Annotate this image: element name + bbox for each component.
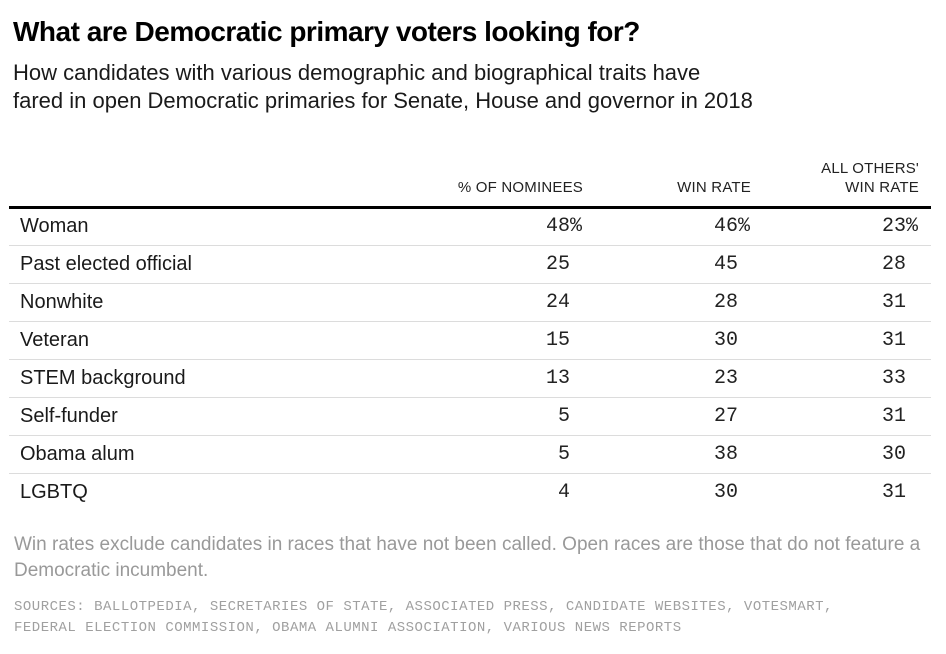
- header-row: % OF NOMINEES WIN RATE ALL OTHERS' WIN R…: [9, 115, 931, 209]
- sources-line: SOURCES: BALLOTPEDIA, SECRETARIES OF STA…: [14, 599, 833, 636]
- row-label: Self-funder: [20, 404, 118, 427]
- table-row-nonwhite: Nonwhite 24 28 31: [9, 283, 931, 321]
- page-subtitle: How candidates with various demographic …: [13, 60, 753, 113]
- win-rate-cell: 30: [595, 473, 763, 511]
- cell-value: 31: [881, 328, 906, 352]
- win-rate-cell: 30: [595, 321, 763, 359]
- page-title: What are Democratic primary voters looki…: [13, 16, 640, 47]
- win-rate-cell: 46%: [595, 207, 763, 245]
- row-label: Veteran: [20, 328, 89, 351]
- row-label: Nonwhite: [20, 290, 104, 313]
- cell-value: 25: [545, 252, 570, 276]
- win-rate-cell: 27: [595, 397, 763, 435]
- cell-value: 31: [881, 480, 906, 504]
- row-label: Woman: [20, 215, 89, 237]
- all-others-win-rate-cell: 28: [763, 245, 931, 283]
- cell-value: 46: [713, 215, 738, 238]
- table-row-obama-alum: Obama alum 5 38 30: [9, 435, 931, 473]
- percent-sign: %: [570, 215, 583, 238]
- win-rate-cell: 45: [595, 245, 763, 283]
- cell-value: 4: [557, 480, 570, 504]
- row-label: LGBTQ: [20, 480, 88, 503]
- pct-of-nominees-cell: 15: [427, 321, 595, 359]
- win-rate-cell: 38: [595, 435, 763, 473]
- col-header-empty: [9, 115, 427, 209]
- table-row-self-funder: Self-funder 5 27 31: [9, 397, 931, 435]
- col-header-all-others-win-rate-label: ALL OTHERS' WIN RATE: [821, 159, 919, 196]
- row-label: STEM background: [20, 366, 186, 389]
- table-row-woman: Woman 48% 46% 23%: [9, 207, 931, 245]
- col-header-pct-of-nominees: % OF NOMINEES: [427, 115, 595, 209]
- cell-value: 23: [881, 215, 906, 238]
- cell-value: 31: [881, 404, 906, 428]
- cell-value: 28: [881, 252, 906, 276]
- cell-value: 23: [713, 366, 738, 390]
- col-header-win-rate-label: WIN RATE: [677, 178, 751, 196]
- footnote: Win rates exclude candidates in races th…: [14, 534, 921, 581]
- col-header-all-others-win-rate: ALL OTHERS' WIN RATE: [763, 115, 931, 209]
- cell-value: 15: [545, 328, 570, 352]
- win-rate-cell: 23: [595, 359, 763, 397]
- cell-value: 5: [557, 404, 570, 428]
- pct-of-nominees-cell: 13: [427, 359, 595, 397]
- chart-container: What are Democratic primary voters looki…: [9, 16, 931, 636]
- table-body: Woman 48% 46% 23% Past elected official …: [9, 207, 931, 511]
- cell-value: 13: [545, 366, 570, 390]
- all-others-win-rate-cell: 31: [763, 321, 931, 359]
- all-others-win-rate-cell: 33: [763, 359, 931, 397]
- pct-of-nominees-cell: 24: [427, 283, 595, 321]
- table-row-stem-background: STEM background 13 23 33: [9, 359, 931, 397]
- percent-sign: %: [906, 215, 919, 238]
- cell-value: 45: [713, 252, 738, 276]
- results-table: % OF NOMINEES WIN RATE ALL OTHERS' WIN R…: [9, 115, 931, 511]
- percent-sign: %: [738, 215, 751, 238]
- col-header-pct-of-nominees-label: % OF NOMINEES: [457, 178, 583, 196]
- cell-value: 5: [557, 442, 570, 466]
- table-row-lgbtq: LGBTQ 4 30 31: [9, 473, 931, 511]
- row-label: Past elected official: [20, 252, 192, 275]
- table-header: % OF NOMINEES WIN RATE ALL OTHERS' WIN R…: [9, 115, 931, 209]
- all-others-win-rate-cell: 31: [763, 283, 931, 321]
- cell-value: 30: [713, 328, 738, 352]
- row-label: Obama alum: [20, 442, 135, 465]
- all-others-win-rate-cell: 31: [763, 473, 931, 511]
- all-others-win-rate-cell: 30: [763, 435, 931, 473]
- pct-of-nominees-cell: 48%: [427, 207, 595, 245]
- cell-value: 30: [881, 442, 906, 466]
- table-row-past-elected-official: Past elected official 25 45 28: [9, 245, 931, 283]
- table-row-veteran: Veteran 15 30 31: [9, 321, 931, 359]
- cell-value: 27: [713, 404, 738, 428]
- cell-value: 30: [713, 480, 738, 504]
- pct-of-nominees-cell: 5: [427, 397, 595, 435]
- win-rate-cell: 28: [595, 283, 763, 321]
- all-others-win-rate-cell: 23%: [763, 207, 931, 245]
- col-header-win-rate: WIN RATE: [595, 115, 763, 209]
- cell-value: 33: [881, 366, 906, 390]
- cell-value: 28: [713, 290, 738, 314]
- pct-of-nominees-cell: 5: [427, 435, 595, 473]
- pct-of-nominees-cell: 25: [427, 245, 595, 283]
- cell-value: 48: [545, 215, 570, 238]
- cell-value: 31: [881, 290, 906, 314]
- all-others-win-rate-cell: 31: [763, 397, 931, 435]
- cell-value: 24: [545, 290, 570, 314]
- pct-of-nominees-cell: 4: [427, 473, 595, 511]
- cell-value: 38: [713, 442, 738, 466]
